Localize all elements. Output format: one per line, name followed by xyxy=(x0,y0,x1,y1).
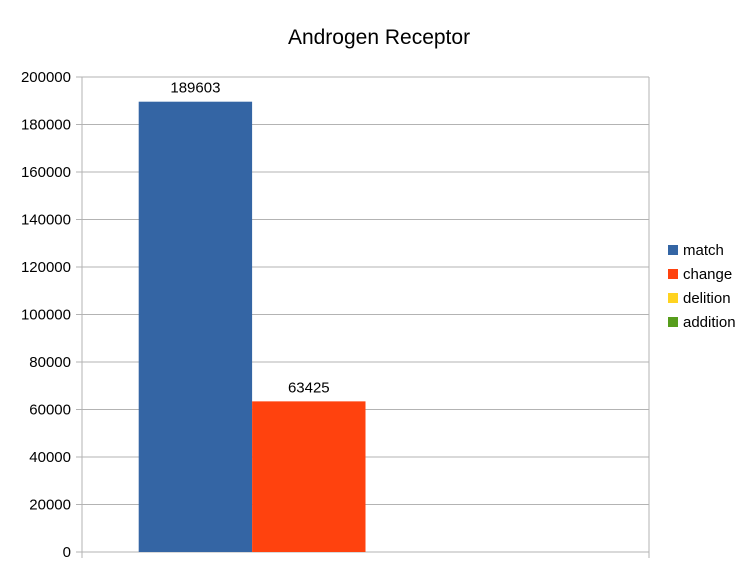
y-tick-label: 140000 xyxy=(21,212,71,229)
chart-title: Androgen Receptor xyxy=(288,26,470,49)
data-label-change: 63425 xyxy=(288,379,330,396)
legend-swatch-change xyxy=(668,269,678,279)
legend-swatch-delition xyxy=(668,293,678,303)
legend-swatch-addition xyxy=(668,317,678,327)
y-tick-label: 0 xyxy=(63,544,71,561)
y-tick-label: 180000 xyxy=(21,117,71,134)
y-tick-label: 80000 xyxy=(29,354,71,371)
axes: 0 20000 40000 60000 80000 100000 120000 140000 1… xyxy=(21,69,650,561)
y-tick-label: 40000 xyxy=(29,449,71,466)
legend-swatch-match xyxy=(668,245,678,255)
data-labels: 189603 63425 xyxy=(170,80,329,397)
y-tick-label: 120000 xyxy=(21,259,71,276)
legend-label-addition: addition xyxy=(683,314,736,331)
bars xyxy=(138,101,366,552)
y-tick-label: 60000 xyxy=(29,402,71,419)
legend-label-match: match xyxy=(683,242,724,259)
legend-label-delition: delition xyxy=(683,290,731,307)
data-label-match: 189603 xyxy=(170,80,220,97)
y-tick-label: 200000 xyxy=(21,69,71,86)
y-tick-label: 160000 xyxy=(21,164,71,181)
legend-label-change: change xyxy=(683,266,732,283)
legend: match change delition addition xyxy=(668,242,736,331)
y-tick-label: 20000 xyxy=(29,497,71,514)
bar-match xyxy=(138,101,253,552)
bar-change xyxy=(252,401,366,552)
y-tick-label: 100000 xyxy=(21,307,71,324)
